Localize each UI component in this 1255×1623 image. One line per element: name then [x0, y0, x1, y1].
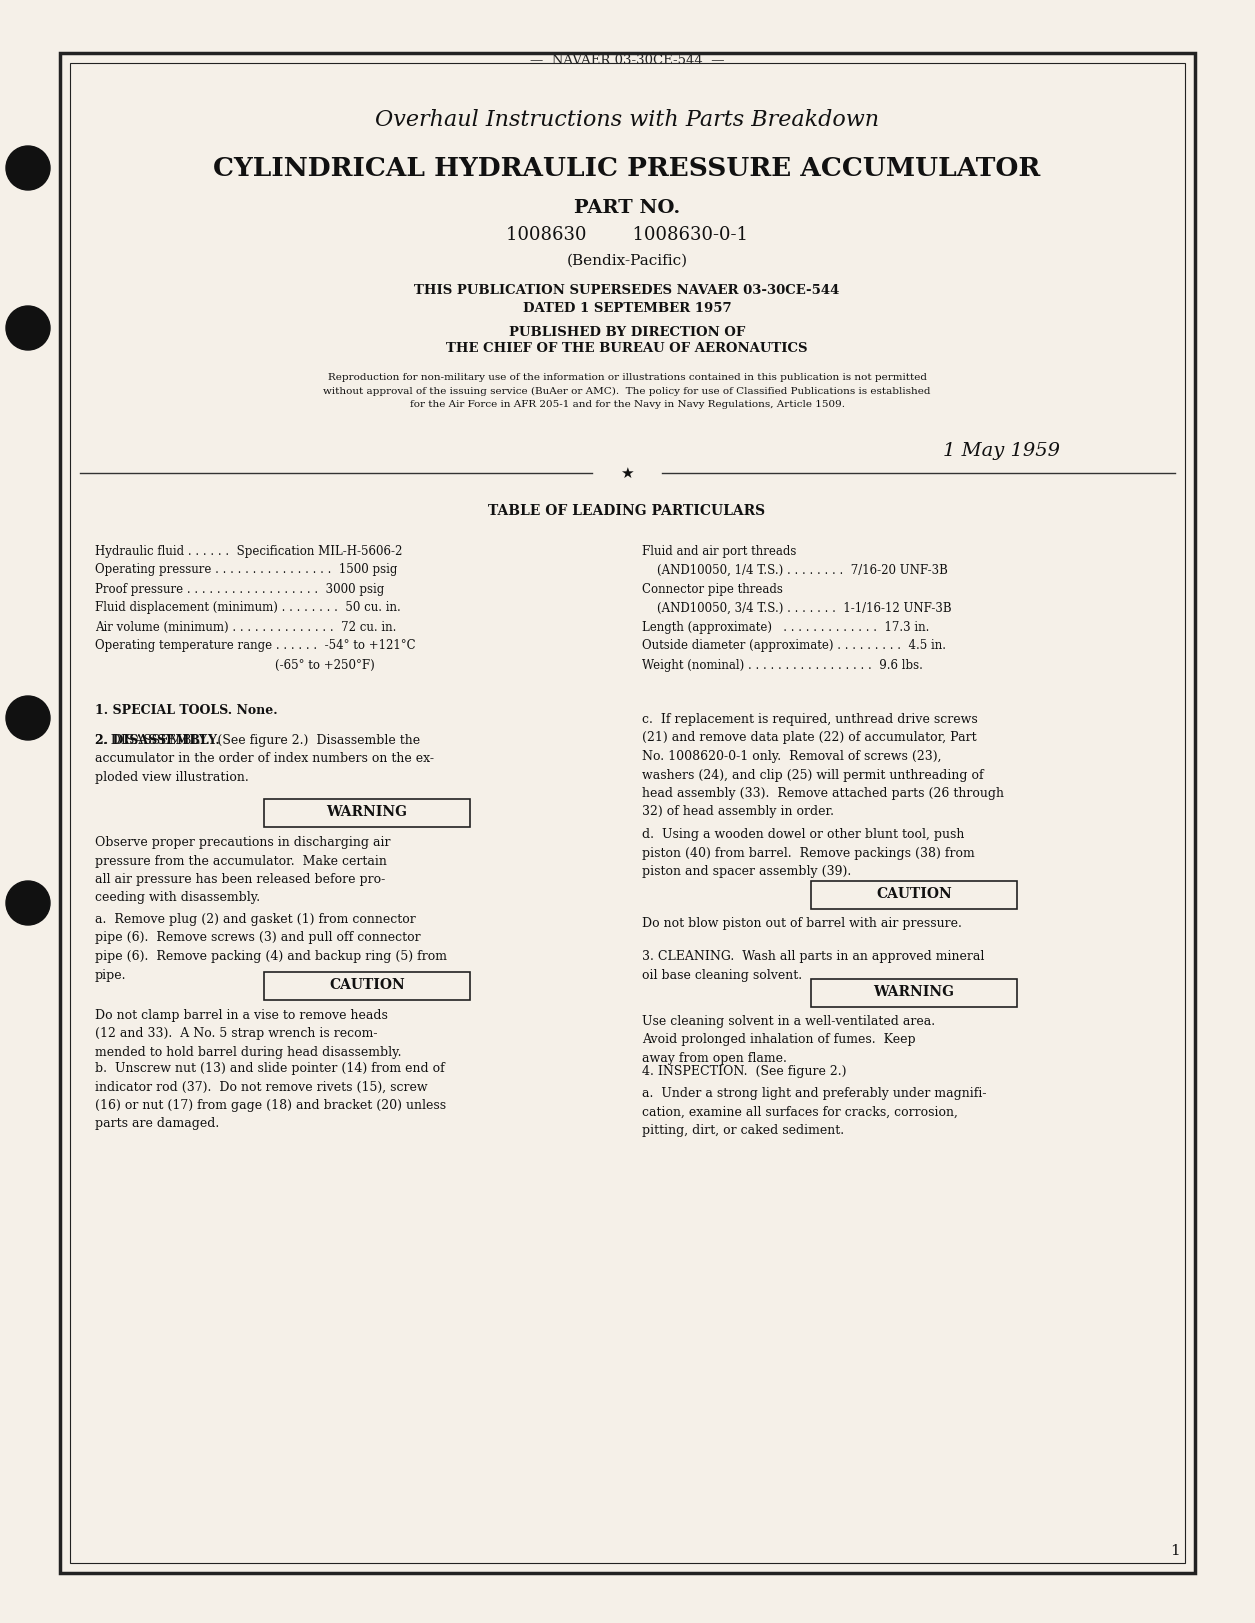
Text: TABLE OF LEADING PARTICULARS: TABLE OF LEADING PARTICULARS [488, 505, 766, 518]
Text: Proof pressure . . . . . . . . . . . . . . . . . .  3000 psig: Proof pressure . . . . . . . . . . . . .… [95, 583, 384, 596]
Text: a.  Remove plug (2) and gasket (1) from connector
pipe (6).  Remove screws (3) a: a. Remove plug (2) and gasket (1) from c… [95, 914, 447, 982]
Text: (Bendix-Pacific): (Bendix-Pacific) [566, 255, 688, 268]
Text: CAUTION: CAUTION [876, 888, 951, 901]
Text: b.  Unscrew nut (13) and slide pointer (14) from end of
indicator rod (37).  Do : b. Unscrew nut (13) and slide pointer (1… [95, 1061, 446, 1131]
Text: (-65° to +250°F): (-65° to +250°F) [95, 659, 375, 672]
Text: Outside diameter (approximate) . . . . . . . . .  4.5 in.: Outside diameter (approximate) . . . . .… [643, 639, 946, 652]
Text: 1. SPECIAL TOOLS. None.: 1. SPECIAL TOOLS. None. [95, 704, 277, 717]
Text: 3. CLEANING.  Wash all parts in an approved mineral
oil base cleaning solvent.: 3. CLEANING. Wash all parts in an approv… [643, 949, 984, 982]
Text: ★: ★ [620, 466, 634, 480]
Text: 1 May 1959: 1 May 1959 [943, 441, 1060, 459]
Text: Air volume (minimum) . . . . . . . . . . . . . .  72 cu. in.: Air volume (minimum) . . . . . . . . . .… [95, 620, 397, 633]
Text: —  NAVAER 03-30CE-544  —: — NAVAER 03-30CE-544 — [530, 54, 724, 67]
Circle shape [6, 881, 50, 925]
Text: WARNING: WARNING [873, 985, 955, 1000]
Text: Operating pressure . . . . . . . . . . . . . . . .  1500 psig: Operating pressure . . . . . . . . . . .… [95, 563, 398, 576]
Text: THIS PUBLICATION SUPERSEDES NAVAER 03-30CE-544: THIS PUBLICATION SUPERSEDES NAVAER 03-30… [414, 284, 840, 297]
Text: PART NO.: PART NO. [574, 200, 680, 217]
Circle shape [6, 146, 50, 190]
Text: 1: 1 [1170, 1543, 1180, 1558]
Text: CYLINDRICAL HYDRAULIC PRESSURE ACCUMULATOR: CYLINDRICAL HYDRAULIC PRESSURE ACCUMULAT… [213, 156, 1040, 180]
Text: THE CHIEF OF THE BUREAU OF AERONAUTICS: THE CHIEF OF THE BUREAU OF AERONAUTICS [447, 342, 808, 355]
Text: 4. INSPECTION.  (See figure 2.): 4. INSPECTION. (See figure 2.) [643, 1065, 847, 1078]
Text: Fluid and air port threads: Fluid and air port threads [643, 544, 797, 557]
Circle shape [6, 696, 50, 740]
Text: a.  Under a strong light and preferably under magnifi-
cation, examine all surfa: a. Under a strong light and preferably u… [643, 1087, 986, 1138]
Circle shape [6, 307, 50, 351]
Text: d.  Using a wooden dowel or other blunt tool, push
piston (40) from barrel.  Rem: d. Using a wooden dowel or other blunt t… [643, 828, 975, 878]
Text: c.  If replacement is required, unthread drive screws
(21) and remove data plate: c. If replacement is required, unthread … [643, 712, 1004, 818]
Text: WARNING: WARNING [326, 805, 408, 820]
Text: Connector pipe threads: Connector pipe threads [643, 583, 783, 596]
Text: Overhaul Instructions with Parts Breakdown: Overhaul Instructions with Parts Breakdo… [375, 109, 878, 131]
Text: Use cleaning solvent in a well-ventilated area.
Avoid prolonged inhalation of fu: Use cleaning solvent in a well-ventilate… [643, 1014, 935, 1065]
Text: Fluid displacement (minimum) . . . . . . . .  50 cu. in.: Fluid displacement (minimum) . . . . . .… [95, 602, 400, 615]
Text: (AND10050, 3/4 T.S.) . . . . . . .  1-1/16-12 UNF-3B: (AND10050, 3/4 T.S.) . . . . . . . 1-1/1… [643, 602, 951, 615]
Text: CAUTION: CAUTION [329, 979, 405, 992]
Text: Weight (nominal) . . . . . . . . . . . . . . . . .  9.6 lbs.: Weight (nominal) . . . . . . . . . . . .… [643, 659, 922, 672]
Text: 2. DISASSEMBLY.  (See figure 2.)  Disassemble the
accumulator in the order of in: 2. DISASSEMBLY. (See figure 2.) Disassem… [95, 734, 434, 784]
Text: PUBLISHED BY DIRECTION OF: PUBLISHED BY DIRECTION OF [508, 326, 745, 339]
Text: DATED 1 SEPTEMBER 1957: DATED 1 SEPTEMBER 1957 [522, 302, 732, 315]
Text: 2. DISASSEMBLY.: 2. DISASSEMBLY. [95, 734, 220, 747]
Text: Do not clamp barrel in a vise to remove heads
(12 and 33).  A No. 5 strap wrench: Do not clamp barrel in a vise to remove … [95, 1010, 402, 1058]
Text: Do not blow piston out of barrel with air pressure.: Do not blow piston out of barrel with ai… [643, 917, 961, 930]
Text: Reproduction for non-military use of the information or illustrations contained : Reproduction for non-military use of the… [324, 373, 931, 409]
Text: Hydraulic fluid . . . . . .  Specification MIL-H-5606-2: Hydraulic fluid . . . . . . Specificatio… [95, 544, 403, 557]
Text: (AND10050, 1/4 T.S.) . . . . . . . .  7/16-20 UNF-3B: (AND10050, 1/4 T.S.) . . . . . . . . 7/1… [643, 563, 948, 576]
Text: Operating temperature range . . . . . .  -54° to +121°C: Operating temperature range . . . . . . … [95, 639, 415, 652]
Text: 1008630        1008630-0-1: 1008630 1008630-0-1 [506, 226, 748, 243]
Text: Length (approximate)   . . . . . . . . . . . . .  17.3 in.: Length (approximate) . . . . . . . . . .… [643, 620, 930, 633]
Text: Observe proper precautions in discharging air
pressure from the accumulator.  Ma: Observe proper precautions in dischargin… [95, 836, 390, 904]
